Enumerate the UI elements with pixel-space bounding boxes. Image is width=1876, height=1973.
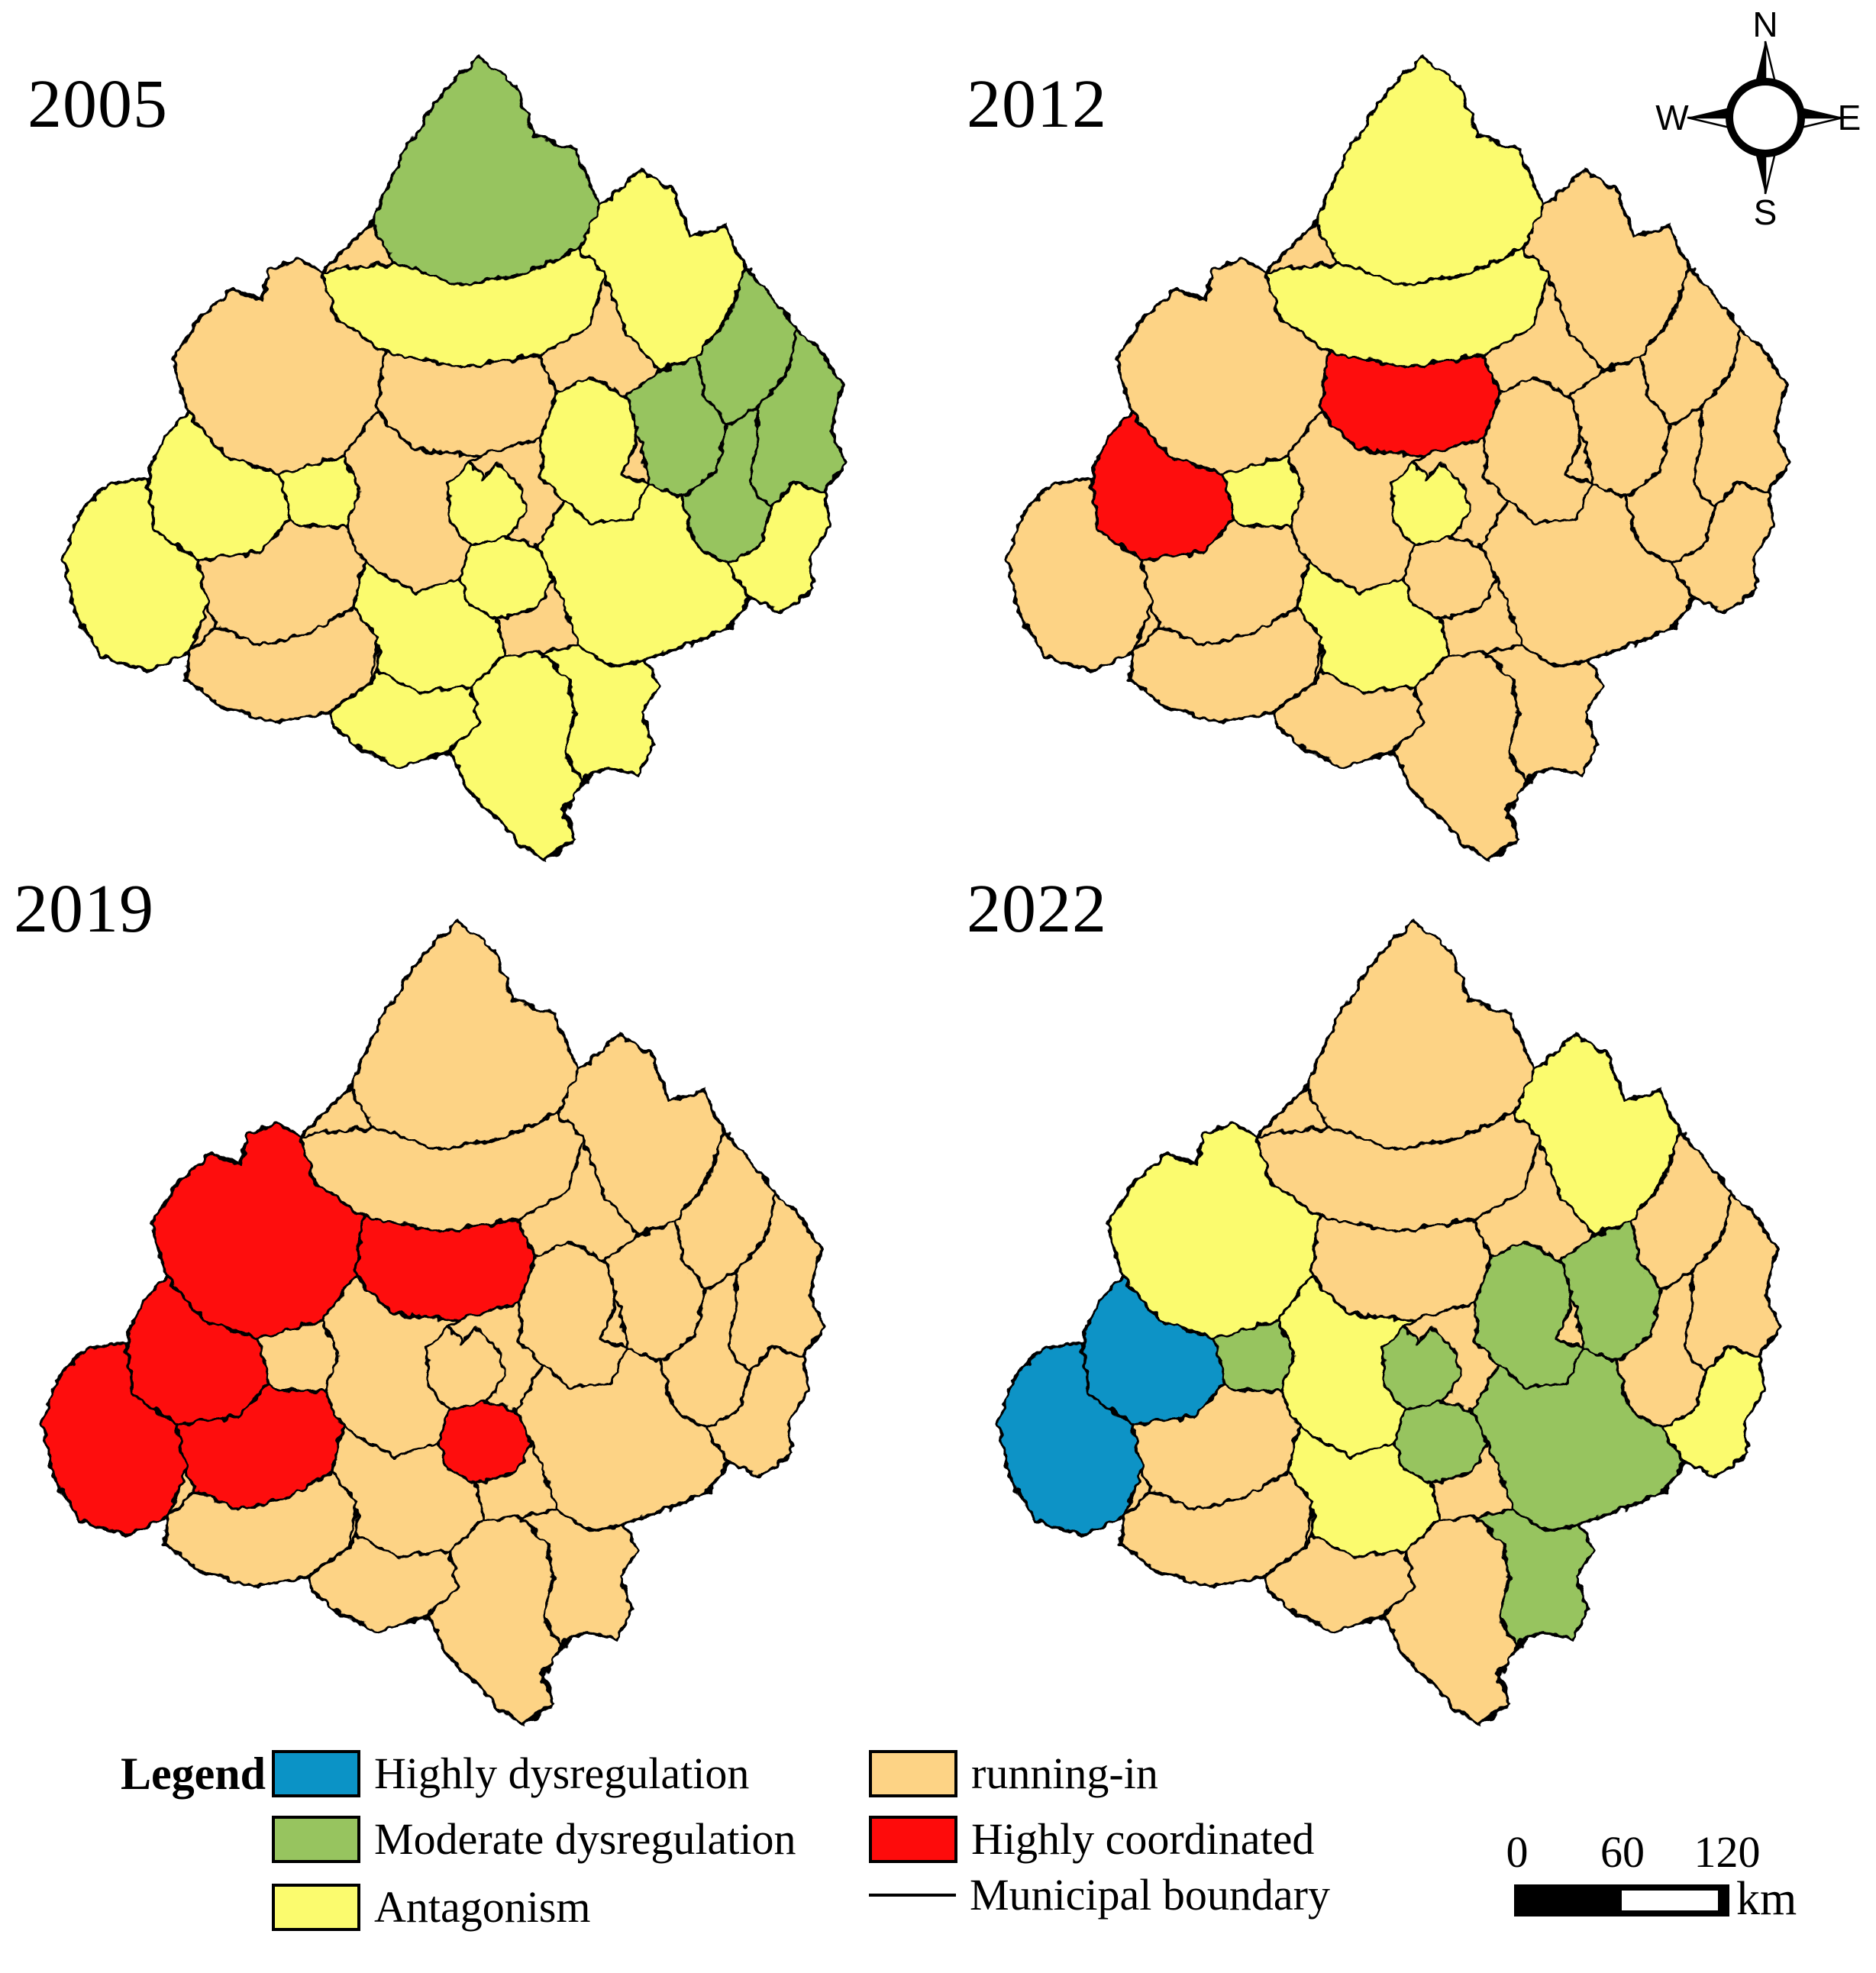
map-2022	[996, 919, 1783, 1726]
scalebar-tick-0: 0	[1506, 1827, 1529, 1877]
map-region-W	[195, 517, 366, 647]
legend-item-label: running-in	[971, 1749, 1158, 1798]
antagonism-swatch	[272, 1884, 360, 1931]
map-region-G	[996, 1341, 1145, 1537]
map-panel-2019	[23, 907, 844, 1741]
scalebar-unit: km	[1736, 1873, 1797, 1925]
map-region-V	[518, 1507, 641, 1648]
legend-title: Legend	[121, 1748, 266, 1799]
scalebar	[1514, 1884, 1729, 1916]
map-2019	[40, 919, 827, 1726]
map-region-A	[370, 56, 603, 287]
map-region-G	[62, 476, 210, 673]
map-region-S	[704, 1345, 811, 1477]
map-region-X	[1471, 1348, 1686, 1533]
map-region-W	[174, 1381, 344, 1511]
map-region-A	[348, 920, 582, 1151]
legend-item-antagonism: Antagonism	[272, 1883, 591, 1932]
compass-west-label: W	[1655, 98, 1689, 137]
year-label-2019: 2019	[14, 871, 154, 947]
legend-item-label: Highly dysregulation	[374, 1749, 750, 1798]
legend-item-label: Municipal boundary	[970, 1870, 1330, 1920]
legend-item-moderate-dysregulation: Moderate dysregulation	[272, 1815, 796, 1864]
map-region-L	[1484, 376, 1595, 525]
map-region-V	[1484, 643, 1606, 784]
map-region-W	[1130, 1381, 1300, 1511]
compass-north-label: N	[1752, 5, 1778, 44]
map-region-V	[540, 643, 662, 784]
scalebar-tick-60: 60	[1600, 1827, 1645, 1877]
moderate-dysregulation-swatch	[272, 1816, 360, 1863]
compass-rose: N W E S	[1655, 5, 1861, 232]
map-region-L	[518, 1241, 630, 1389]
map-2005	[62, 55, 848, 862]
year-label-2022: 2022	[967, 871, 1107, 947]
year-label-2005: 2005	[27, 66, 168, 142]
map-panel-2012	[988, 43, 1809, 877]
legend-item-highly-dysregulation: Highly dysregulation	[272, 1749, 749, 1798]
map-region-L	[1474, 1241, 1586, 1389]
legend-item-label: Highly coordinated	[971, 1814, 1315, 1864]
legend-item-label: Antagonism	[374, 1882, 591, 1932]
compass-arrows	[1687, 40, 1844, 195]
map-region-G	[1006, 476, 1154, 673]
map-panel-2022	[979, 907, 1800, 1741]
map-region-X	[515, 1348, 730, 1533]
map-region-G	[40, 1341, 189, 1537]
legend-item-running-in: running-in	[869, 1749, 1158, 1798]
running-in-swatch	[869, 1750, 957, 1797]
compass-south-label: S	[1754, 192, 1778, 232]
municipal-boundary-line-sample	[869, 1894, 956, 1897]
map-2012	[1006, 55, 1792, 862]
highly-coordinated-swatch	[869, 1816, 957, 1863]
map-region-A	[1304, 920, 1538, 1151]
map-region-S	[1669, 480, 1776, 613]
map-region-X	[536, 484, 751, 669]
legend-item-highly-coordinated: Highly coordinated	[869, 1815, 1314, 1864]
map-region-V	[1474, 1507, 1597, 1648]
map-region-A	[1313, 56, 1547, 287]
map-region-S	[1660, 1345, 1767, 1477]
map-region-X	[1480, 484, 1695, 669]
scalebar-white-segment	[1622, 1891, 1718, 1910]
map-region-W	[1139, 517, 1309, 647]
map-region-S	[725, 480, 832, 613]
year-label-2012: 2012	[967, 66, 1107, 142]
scalebar-tick-120: 120	[1694, 1827, 1761, 1877]
highly-dysregulation-swatch	[272, 1750, 360, 1797]
map-panel-2005	[44, 43, 865, 877]
legend-item-label: Moderate dysregulation	[374, 1814, 796, 1864]
compass-circle	[1726, 78, 1805, 157]
legend-item-municipal-boundary: Municipal boundary	[869, 1871, 1330, 1920]
map-region-L	[540, 376, 651, 525]
